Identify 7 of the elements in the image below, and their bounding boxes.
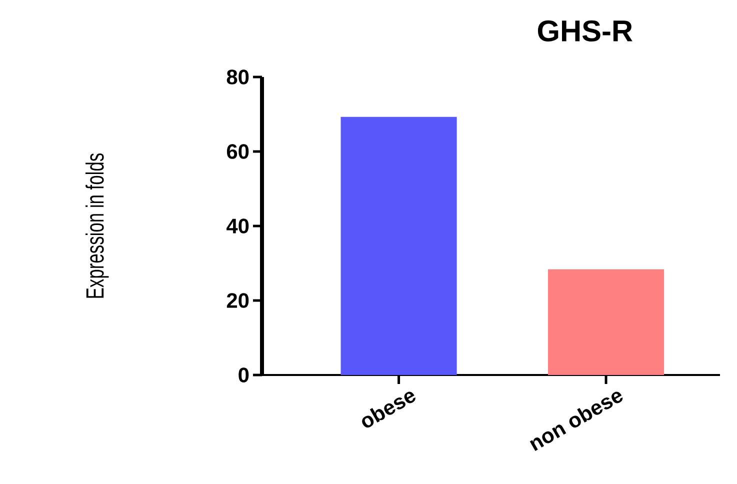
- y-tick-label: 20: [226, 293, 249, 308]
- y-tick-label: 80: [226, 70, 249, 84]
- y-tick-label: 60: [226, 144, 249, 159]
- y-tick-label: 40: [226, 218, 249, 234]
- chart-title: GHS-R: [538, 20, 632, 42]
- y-axis-title: Expression in folds: [86, 154, 109, 298]
- y-tick-label: 0: [238, 368, 249, 382]
